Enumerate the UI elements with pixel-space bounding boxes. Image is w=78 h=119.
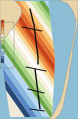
Bar bbox=[1, 27, 4, 30]
Polygon shape bbox=[48, 0, 78, 119]
Polygon shape bbox=[2, 1, 55, 117]
Bar bbox=[1, 38, 4, 41]
Bar bbox=[1, 59, 4, 63]
Bar bbox=[1, 56, 4, 59]
Bar bbox=[1, 49, 4, 52]
Bar bbox=[1, 23, 4, 27]
Bar bbox=[1, 31, 4, 34]
Bar bbox=[1, 34, 4, 37]
Bar bbox=[1, 20, 4, 23]
Polygon shape bbox=[0, 0, 22, 43]
Bar bbox=[1, 45, 4, 48]
Bar bbox=[1, 52, 4, 55]
Bar bbox=[1, 41, 4, 45]
